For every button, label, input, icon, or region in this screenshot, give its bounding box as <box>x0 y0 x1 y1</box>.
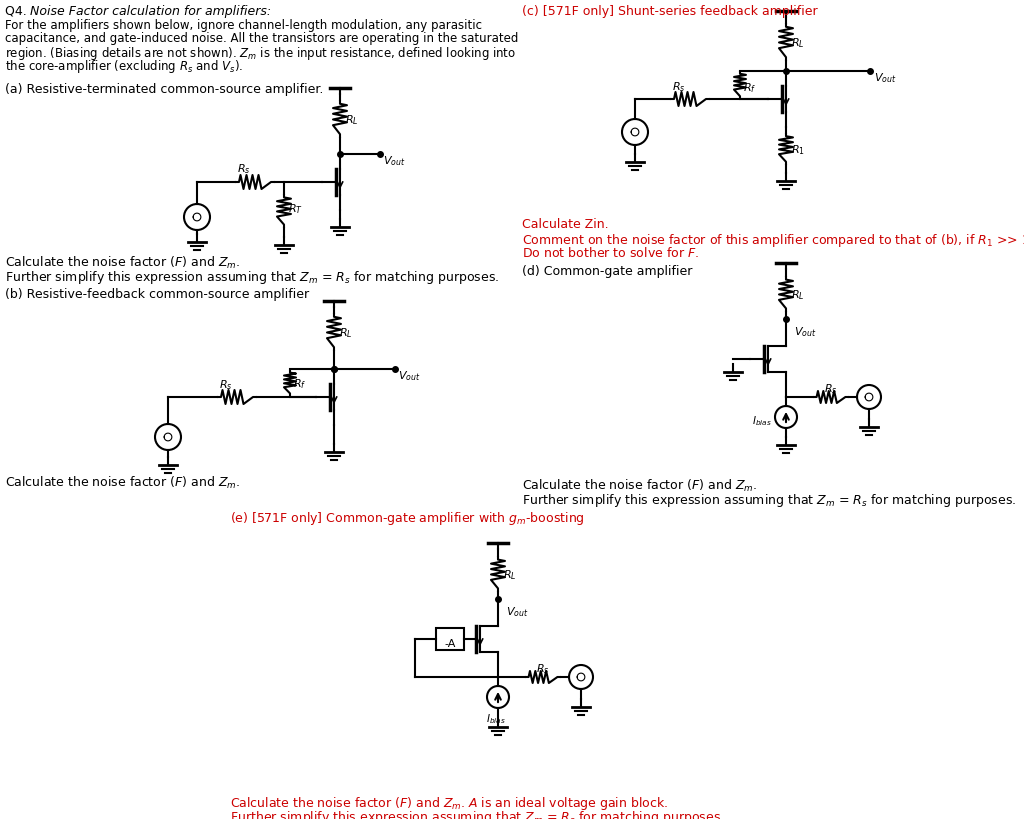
Text: $R_s$: $R_s$ <box>824 382 838 396</box>
Text: $V_{out}$: $V_{out}$ <box>398 369 421 382</box>
Text: Further simplify this expression assuming that $Z_m$ = $R_s$ for matching purpos: Further simplify this expression assumin… <box>522 491 1016 509</box>
Text: Calculate the noise factor ($F$) and $Z_m$.: Calculate the noise factor ($F$) and $Z_… <box>5 255 240 271</box>
Text: $R_s$: $R_s$ <box>219 378 232 391</box>
Text: $R_L$: $R_L$ <box>503 568 516 581</box>
Text: $V_{out}$: $V_{out}$ <box>794 324 816 338</box>
Text: $R_L$: $R_L$ <box>339 326 352 340</box>
Text: $R_L$: $R_L$ <box>791 287 805 301</box>
Text: Calculate the noise factor ($F$) and $Z_m$. $A$ is an ideal voltage gain block.: Calculate the noise factor ($F$) and $Z_… <box>230 794 668 811</box>
Text: (c) [571F only] Shunt-series feedback amplifier: (c) [571F only] Shunt-series feedback am… <box>522 5 817 18</box>
Text: Noise Factor calculation for amplifiers:: Noise Factor calculation for amplifiers: <box>30 5 271 18</box>
Text: For the amplifiers shown below, ignore channel-length modulation, any parasitic: For the amplifiers shown below, ignore c… <box>5 19 482 32</box>
Text: (d) Common-gate amplifier: (d) Common-gate amplifier <box>522 265 692 278</box>
Text: Further simplify this expression assuming that $Z_m$ = $R_s$ for matching purpos: Further simplify this expression assumin… <box>5 269 499 286</box>
Text: Do not bother to solve for $F$.: Do not bother to solve for $F$. <box>522 246 699 260</box>
Text: $R_s$: $R_s$ <box>672 80 686 93</box>
Text: $R_T$: $R_T$ <box>288 201 303 215</box>
Text: region. (Biasing details are not shown). $Z_m$ is the input resistance, defined : region. (Biasing details are not shown).… <box>5 45 516 62</box>
Text: $I_{bias}$: $I_{bias}$ <box>486 711 506 725</box>
Text: Calculate the noise factor ($F$) and $Z_m$.: Calculate the noise factor ($F$) and $Z_… <box>5 474 240 491</box>
Text: $R_s$: $R_s$ <box>537 661 550 675</box>
Text: (e) [571F only] Common-gate amplifier with $g_m$-boosting: (e) [571F only] Common-gate amplifier wi… <box>230 509 585 527</box>
Text: (a) Resistive-terminated common-source amplifier.: (a) Resistive-terminated common-source a… <box>5 83 324 96</box>
Text: $R_L$: $R_L$ <box>345 113 358 127</box>
Text: $I_{bias}$: $I_{bias}$ <box>753 414 772 428</box>
Text: Comment on the noise factor of this amplifier compared to that of (b), if $R_1$ : Comment on the noise factor of this ampl… <box>522 232 1024 249</box>
Text: $R_f$: $R_f$ <box>743 81 757 95</box>
Text: Further simplify this expression assuming that $Z_m$ = $R_s$ for matching purpos: Further simplify this expression assumin… <box>230 808 724 819</box>
Text: -A: -A <box>444 638 456 648</box>
Text: Calculate Zin.: Calculate Zin. <box>522 218 608 231</box>
Text: capacitance, and gate-induced noise. All the transistors are operating in the sa: capacitance, and gate-induced noise. All… <box>5 32 518 45</box>
Text: $R_L$: $R_L$ <box>791 36 805 50</box>
Text: $R_s$: $R_s$ <box>238 162 251 175</box>
Text: Q4.: Q4. <box>5 5 31 18</box>
Text: Calculate the noise factor ($F$) and $Z_m$.: Calculate the noise factor ($F$) and $Z_… <box>522 477 757 494</box>
Text: the core-amplifier (excluding $R_s$ and $V_s$).: the core-amplifier (excluding $R_s$ and … <box>5 58 244 75</box>
Text: $V_{out}$: $V_{out}$ <box>383 154 406 168</box>
Text: $V_{out}$: $V_{out}$ <box>874 71 897 84</box>
Text: $R_f$: $R_f$ <box>293 377 306 391</box>
Text: $R_1$: $R_1$ <box>791 143 805 156</box>
Text: (b) Resistive-feedback common-source amplifier: (b) Resistive-feedback common-source amp… <box>5 287 309 301</box>
Text: $V_{out}$: $V_{out}$ <box>506 604 528 618</box>
